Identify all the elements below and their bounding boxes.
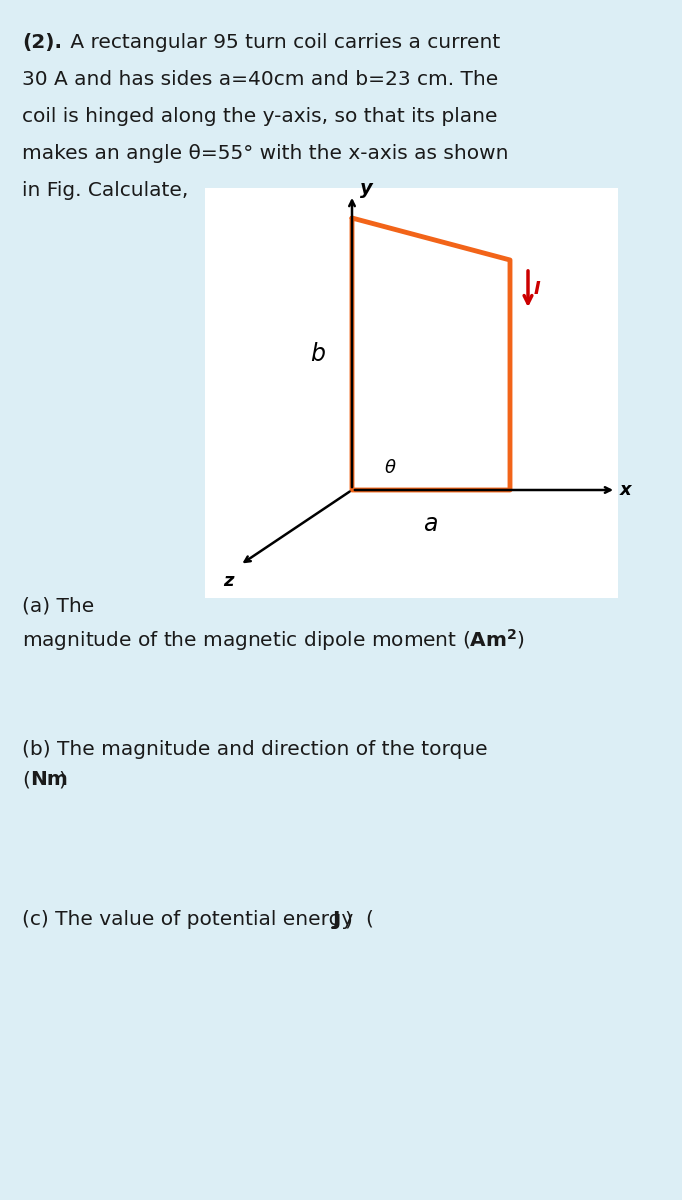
Text: ): )	[58, 770, 66, 790]
Text: J: J	[332, 910, 340, 929]
Text: ): )	[344, 910, 352, 929]
Text: makes an angle θ=55° with the x-axis as shown: makes an angle θ=55° with the x-axis as …	[22, 144, 509, 163]
Text: b: b	[310, 342, 325, 366]
Text: coil is hinged along the y-axis, so that its plane: coil is hinged along the y-axis, so that…	[22, 107, 497, 126]
Text: (: (	[22, 770, 30, 790]
Text: x: x	[620, 481, 632, 499]
Text: I: I	[534, 280, 541, 298]
Text: y: y	[360, 179, 373, 198]
Text: (a) The: (a) The	[22, 596, 94, 616]
Text: θ: θ	[385, 458, 396, 476]
Text: a: a	[423, 512, 437, 536]
Text: (2).: (2).	[22, 32, 62, 52]
Text: in Fig. Calculate,: in Fig. Calculate,	[22, 181, 188, 200]
Text: (b) The magnitude and direction of the torque: (b) The magnitude and direction of the t…	[22, 740, 488, 758]
Text: (c) The value of potential energy  (: (c) The value of potential energy (	[22, 910, 374, 929]
Text: A rectangular 95 turn coil carries a current: A rectangular 95 turn coil carries a cur…	[64, 32, 501, 52]
Text: 30 A and has sides a=40cm and b=23 cm. The: 30 A and has sides a=40cm and b=23 cm. T…	[22, 70, 499, 89]
Text: z: z	[223, 572, 233, 590]
Text: magnitude of the magnetic dipole moment ($\mathbf{Am^2}$): magnitude of the magnetic dipole moment …	[22, 626, 525, 653]
Bar	[205, 188, 618, 598]
Text: Nm: Nm	[30, 770, 68, 790]
